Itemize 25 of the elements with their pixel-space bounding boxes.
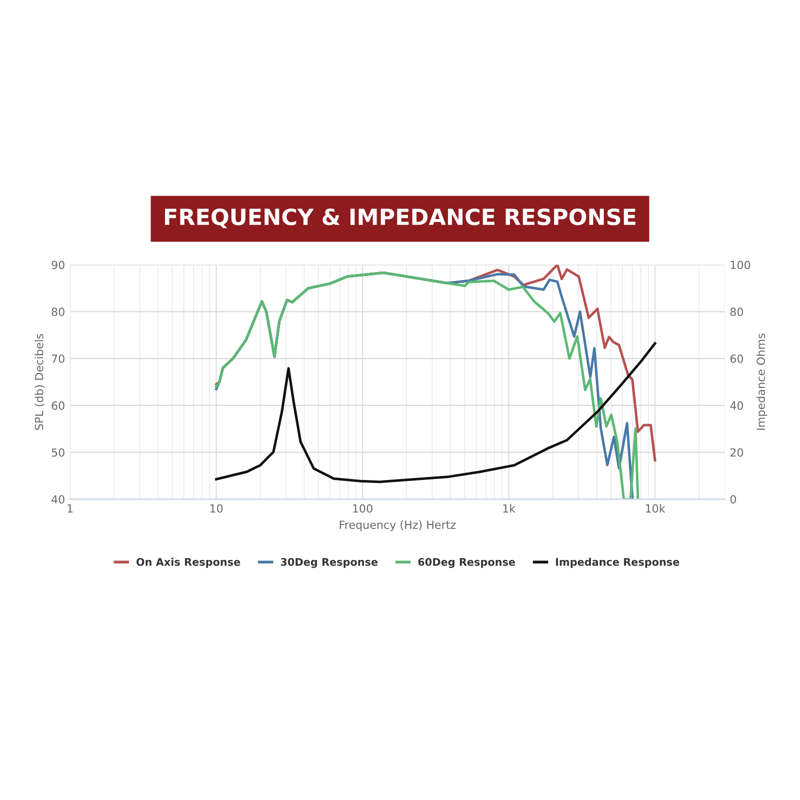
y-tick-label: 40 <box>52 495 64 504</box>
x-axis-title: Frequency (Hz) Hertz <box>340 520 456 532</box>
y-tick-label: 80 <box>52 308 64 316</box>
legend-label: 30Deg Response <box>280 558 378 568</box>
y-tick-label: 90 <box>52 260 64 270</box>
legend-label: On Axis Response <box>136 558 240 568</box>
y2-tick-label: 40 <box>730 401 744 410</box>
legend-label: 60Deg Response <box>418 558 515 568</box>
y2-tick-label: 0 <box>730 495 736 504</box>
y-axis-title: SPL (db) Decibels <box>34 334 45 430</box>
x-tick-label: 1k <box>503 504 516 513</box>
y2-tick-label: 100 <box>730 260 750 270</box>
chart-title: FREQUENCY & IMPEDANCE RESPONSE <box>165 208 636 228</box>
y-tick-label: 50 <box>52 448 64 457</box>
y-tick-label: 60 <box>52 401 64 410</box>
y-tick-label: 70 <box>52 354 64 363</box>
x-tick-label: 10 <box>210 504 223 513</box>
y2-tick-label: 20 <box>730 448 744 457</box>
x-tick-label: 100 <box>353 504 372 513</box>
x-tick-label: 1 <box>68 504 73 513</box>
y2-tick-label: 80 <box>730 308 744 316</box>
y2-tick-label: 60 <box>730 354 744 363</box>
y2-axis-title: Impedance Ohms <box>756 334 768 430</box>
legend-label: Impedance Response <box>556 558 680 568</box>
x-tick-label: 10k <box>646 504 666 513</box>
